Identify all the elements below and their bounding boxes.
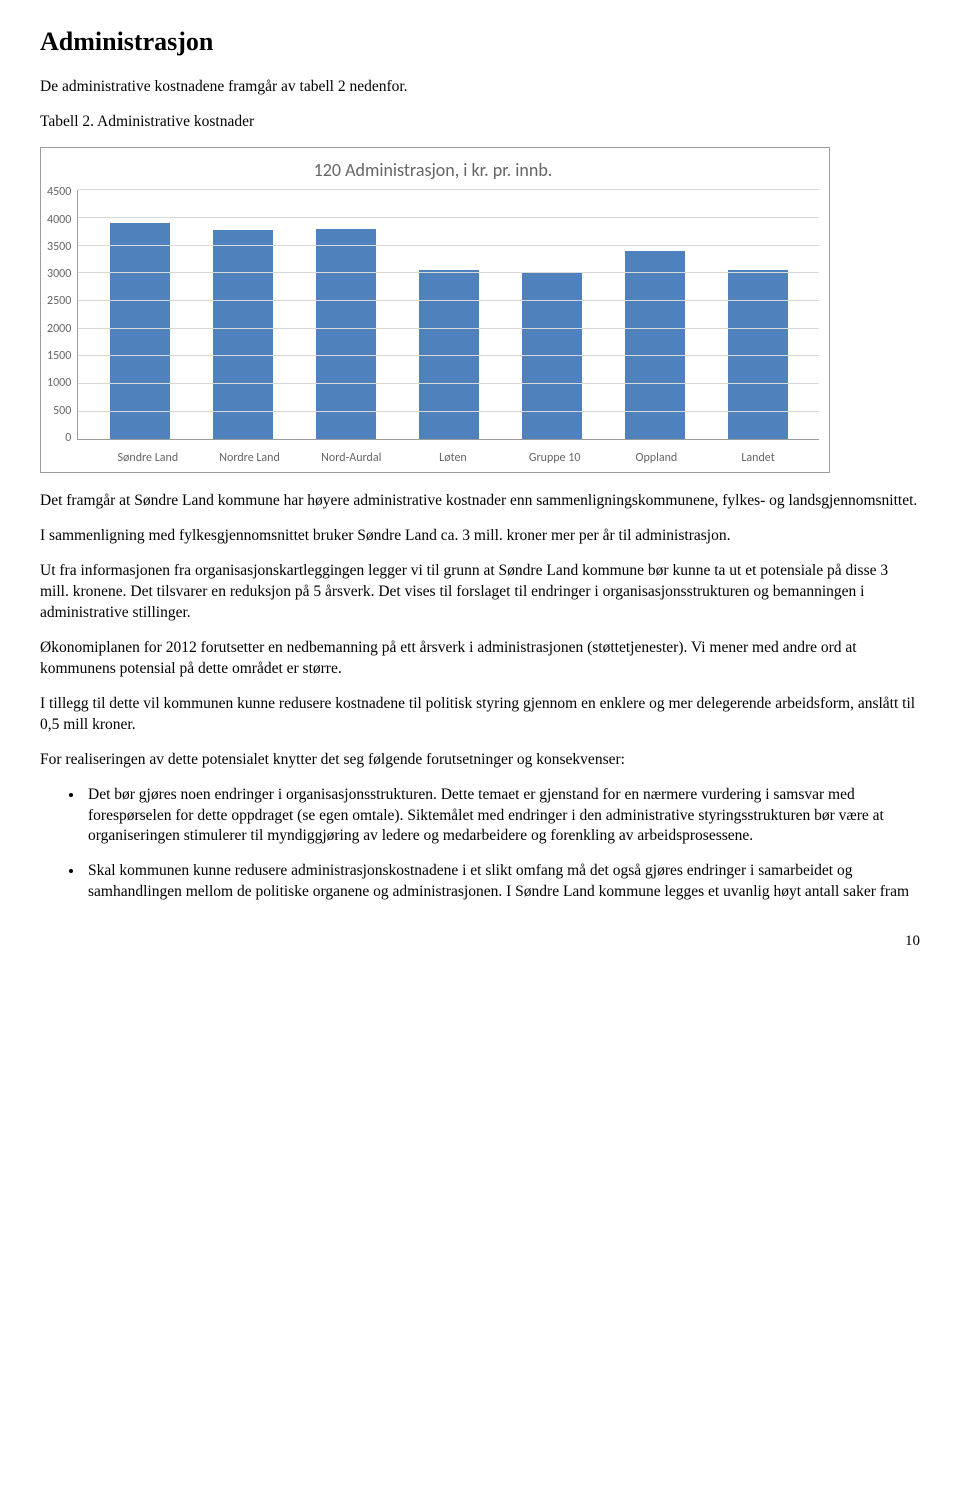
y-tick-label: 500 <box>47 403 71 419</box>
table-caption: Tabell 2. Administrative kostnader <box>40 112 920 133</box>
page-heading: Administrasjon <box>40 24 920 59</box>
body-paragraph: Det framgår at Søndre Land kommune har h… <box>40 491 920 512</box>
y-tick-label: 4000 <box>47 212 71 228</box>
chart-gridline <box>78 300 819 301</box>
chart-gridline <box>78 355 819 356</box>
x-tick-label: Søndre Land <box>108 450 188 466</box>
chart-gridline <box>78 328 819 329</box>
chart-gridline <box>78 383 819 384</box>
chart-gridline <box>78 272 819 273</box>
bar-chart: 120 Administrasjon, i kr. pr. innb. 4500… <box>40 147 830 473</box>
chart-bar <box>522 273 582 439</box>
page-number: 10 <box>40 931 920 951</box>
chart-gridline <box>78 245 819 246</box>
x-tick-label: Oppland <box>616 450 696 466</box>
bullet-item: Det bør gjøres noen endringer i organisa… <box>84 785 920 848</box>
bullet-item: Skal kommunen kunne redusere administras… <box>84 861 920 903</box>
chart-gridline <box>78 217 819 218</box>
x-tick-label: Nordre Land <box>210 450 290 466</box>
y-tick-label: 2000 <box>47 321 71 337</box>
body-paragraph: Økonomiplanen for 2012 forutsetter en ne… <box>40 638 920 680</box>
y-tick-label: 0 <box>47 430 71 446</box>
body-paragraph: I sammenligning med fylkesgjennomsnittet… <box>40 526 920 547</box>
y-tick-label: 2500 <box>47 293 71 309</box>
y-tick-label: 1000 <box>47 375 71 391</box>
x-tick-label: Løten <box>413 450 493 466</box>
body-paragraph: I tillegg til dette vil kommunen kunne r… <box>40 694 920 736</box>
chart-y-axis: 4500 4000 3500 3000 2500 2000 1500 1000 … <box>47 184 77 446</box>
intro-paragraph: De administrative kostnadene framgår av … <box>40 77 920 98</box>
body-paragraph: Ut fra informasjonen fra organisasjonska… <box>40 561 920 624</box>
chart-gridline <box>78 411 819 412</box>
chart-bar <box>213 230 273 439</box>
x-tick-label: Landet <box>718 450 798 466</box>
chart-gridline <box>78 189 819 190</box>
chart-title: 120 Administrasjon, i kr. pr. innb. <box>47 158 819 182</box>
y-tick-label: 4500 <box>47 184 71 200</box>
x-tick-label: Gruppe 10 <box>515 450 595 466</box>
chart-plot-area <box>77 190 819 440</box>
chart-bar <box>110 223 170 439</box>
bullet-list: Det bør gjøres noen endringer i organisa… <box>40 785 920 904</box>
y-tick-label: 3500 <box>47 239 71 255</box>
body-paragraph: For realiseringen av dette potensialet k… <box>40 750 920 771</box>
y-tick-label: 1500 <box>47 348 71 364</box>
chart-x-axis: Søndre Land Nordre Land Nord-Aurdal Løte… <box>87 450 819 466</box>
y-tick-label: 3000 <box>47 266 71 282</box>
chart-bar <box>316 229 376 439</box>
x-tick-label: Nord-Aurdal <box>311 450 391 466</box>
